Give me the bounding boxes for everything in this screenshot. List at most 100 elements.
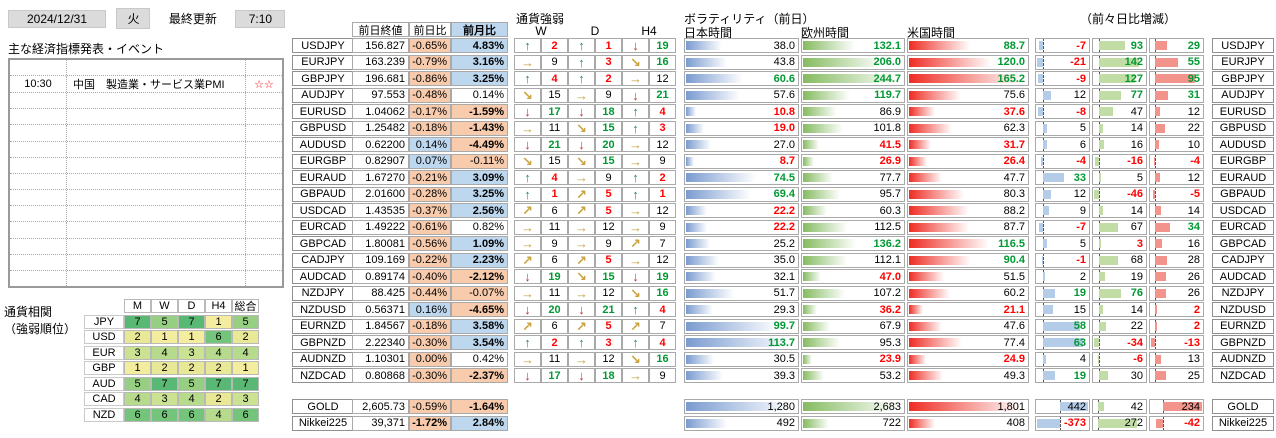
volatility-value: 69.4 xyxy=(773,188,795,200)
change-value: 234 xyxy=(1181,400,1200,413)
up-arrow-icon: ↑ xyxy=(632,104,639,119)
volatility-value: 1,280 xyxy=(767,400,795,413)
up-arrow-icon: ↑ xyxy=(632,302,639,317)
strength-rank-cell: 4 xyxy=(649,104,676,119)
change-value: 22 xyxy=(1130,320,1143,332)
strength-arrow-cell: ↓ xyxy=(568,368,595,383)
volatility-value: 62.3 xyxy=(1003,122,1025,134)
event-time xyxy=(10,206,67,222)
pair-label: AUDCAD xyxy=(292,269,354,284)
strength-arrow-cell: → xyxy=(514,54,541,70)
pair-label-row: NZDCAD xyxy=(292,368,354,383)
change-cell: -6 xyxy=(1092,351,1147,367)
volatility-bar xyxy=(686,206,707,215)
event-name xyxy=(67,125,246,141)
strength-arrow-cell: → xyxy=(568,219,595,235)
strength-arrow-cell: → xyxy=(622,203,649,218)
volatility-bar xyxy=(686,222,707,232)
volatility-bar xyxy=(803,272,822,281)
pair-label: CADJPY xyxy=(1212,252,1274,268)
change-cell: 30 xyxy=(1092,368,1147,383)
change-cell: 14 xyxy=(1092,120,1147,136)
strength-rank-cell: 18 xyxy=(595,368,622,383)
strength-arrow-cell: ↑ xyxy=(568,38,595,53)
change-bar xyxy=(1043,321,1080,331)
se-arrow-icon: ↘ xyxy=(576,153,587,169)
strength-row: → 9 → 9 ↗ 7 xyxy=(514,236,676,251)
change-cell: 10 xyxy=(1149,137,1204,152)
pair-label: GBPJPY xyxy=(292,71,354,86)
month-change-cell: 2.84% xyxy=(451,415,508,431)
change-cell: 76 xyxy=(1092,285,1147,301)
volatility-value: 60.6 xyxy=(773,72,795,85)
volatility-bar xyxy=(686,123,704,133)
volatility-cell: 62.3 xyxy=(907,120,1029,136)
change-bar xyxy=(1043,239,1047,248)
strength-rank-cell: 12 xyxy=(595,285,622,301)
pair-label: EURAUD xyxy=(292,170,354,185)
volatility-value: 77.7 xyxy=(879,171,901,184)
strength-arrow-cell: ↘ xyxy=(568,269,595,284)
pair-label: GBPCAD xyxy=(292,236,354,251)
zero-axis xyxy=(1099,352,1101,366)
month-change-cell: 3.25% xyxy=(451,186,508,202)
ne-arrow-icon: ↗ xyxy=(630,236,641,251)
volatility-row: 1,280 2,683 1,801 442 42 234 xyxy=(684,399,1204,414)
strength-arrow-cell: ↓ xyxy=(514,302,541,317)
change-cell: -4 xyxy=(1035,153,1090,169)
strength-rank-cell: 3 xyxy=(595,335,622,350)
volatility-row: 60.6 244.7 165.2 -9 127 95 xyxy=(684,71,1204,86)
volatility-cell: 112.1 xyxy=(801,252,905,268)
strength-arrow-cell: ↑ xyxy=(514,335,541,350)
day-change-header: 前日比 xyxy=(409,22,451,37)
price-row: 2.22340 -0.30% 3.54% xyxy=(352,335,508,350)
pair-label: EURCAD xyxy=(1212,219,1274,235)
weekday-label: 火 xyxy=(116,8,151,29)
change-value: -42 xyxy=(1184,417,1200,429)
volatility-cell: 75.6 xyxy=(907,87,1029,103)
strength-arrow-cell: ↗ xyxy=(622,318,649,334)
up-arrow-icon: ↑ xyxy=(578,38,585,53)
volatility-cell: 19.0 xyxy=(684,120,799,136)
volatility-row: 32.1 47.0 51.5 2 19 26 xyxy=(684,269,1204,284)
strength-arrow-cell: → xyxy=(568,87,595,103)
day-change-cell: -0.59% xyxy=(409,399,451,414)
index-label-row: GOLD xyxy=(1212,399,1274,414)
change-cell: -46 xyxy=(1092,186,1147,202)
day-change-cell: -0.86% xyxy=(409,71,451,86)
volatility-value: 35.0 xyxy=(773,254,795,266)
day-change-cell: -0.30% xyxy=(409,368,451,383)
volatility-bar xyxy=(909,189,964,199)
volatility-value: 53.2 xyxy=(879,369,901,382)
pair-label: USDCAD xyxy=(292,203,354,218)
pair-label-row: USDCAD xyxy=(1212,203,1274,218)
volatility-cell: 136.2 xyxy=(801,236,905,251)
change-cell: -8 xyxy=(1035,104,1090,119)
event-time xyxy=(10,222,67,238)
change-value: 5 xyxy=(1079,122,1086,134)
strength-arrow-cell: → xyxy=(622,252,649,268)
change-bar xyxy=(1098,402,1105,411)
price-row: 1.04062 -0.17% -1.59% xyxy=(352,104,508,119)
month-change-cell: 3.25% xyxy=(451,71,508,86)
volatility-cell: 408 xyxy=(907,415,1029,431)
price-table: 156.827 -0.65% 4.83% 163.239 -0.79% 3.16% 196.… xyxy=(352,38,508,385)
pair-label-row: USDJPY xyxy=(1212,38,1274,53)
rt-arrow-icon: → xyxy=(629,71,642,86)
price-table-header: 前日終値 前日比 前月比 xyxy=(352,22,508,37)
price-row: 156.827 -0.65% 4.83% xyxy=(352,38,508,53)
rank-cell: 7 xyxy=(205,376,232,391)
volatility-bar xyxy=(803,371,824,380)
zero-axis xyxy=(1043,105,1045,118)
day-change-cell: -0.56% xyxy=(409,236,451,251)
close-cell: 1.80081 xyxy=(352,236,409,251)
volatility-value: 39.3 xyxy=(773,369,795,382)
volatility-value: 29.3 xyxy=(773,303,795,316)
session-header-japan: 日本時間 xyxy=(684,26,733,40)
strength-arrow-cell: → xyxy=(514,219,541,235)
strength-rank-cell: 11 xyxy=(541,120,568,136)
volatility-value: 75.6 xyxy=(1003,89,1025,101)
volatility-cell: 722 xyxy=(801,415,905,431)
change-cell: 42 xyxy=(1092,399,1147,414)
